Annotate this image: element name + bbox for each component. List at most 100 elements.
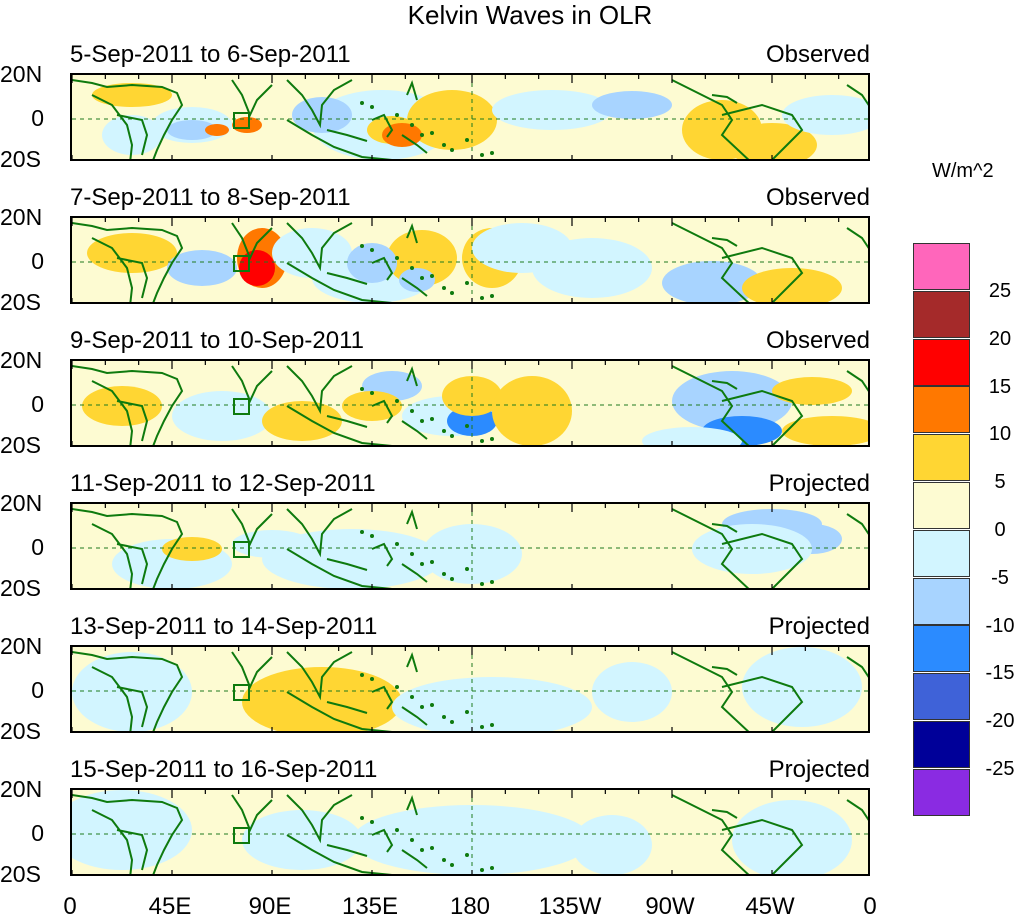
panel-date-label: 15-Sep-2011 to 16-Sep-2011: [70, 756, 378, 783]
coastline: [326, 844, 368, 857]
coastline: [286, 508, 353, 558]
reference-box: [233, 827, 250, 844]
island: [395, 685, 399, 689]
coastline: [326, 701, 368, 714]
olr-anomaly-contour: [742, 268, 842, 302]
reference-box: [233, 684, 250, 701]
coastline: [72, 508, 184, 588]
coastline: [721, 103, 804, 159]
island: [465, 281, 469, 285]
coastline: [72, 222, 184, 302]
panel-type-label: Projected: [768, 756, 870, 783]
olr-anomaly-contour: [92, 83, 172, 107]
olr-map: [72, 218, 868, 302]
olr-anomaly-contour: [407, 90, 497, 150]
coastline: [91, 94, 134, 159]
island: [430, 846, 434, 850]
island: [480, 725, 484, 729]
olr-anomaly-contour: [205, 124, 229, 136]
latitude-label: 0: [31, 105, 44, 131]
island: [465, 853, 469, 857]
coastline: [401, 420, 428, 440]
coastline: [91, 666, 134, 731]
longitude-label: 135E: [341, 893, 399, 920]
coastline: [286, 794, 353, 844]
panel-date-label: 11-Sep-2011 to 12-Sep-2011: [70, 470, 376, 497]
island: [465, 138, 469, 142]
island: [370, 820, 374, 824]
coastline: [371, 685, 394, 710]
coastline: [326, 272, 368, 285]
island: [442, 143, 446, 147]
longitude-label: 90W: [645, 893, 695, 920]
island: [395, 542, 399, 546]
latitude-label: 0: [31, 820, 44, 846]
olr-map-panel: [70, 645, 870, 733]
olr-map-panel: [70, 502, 870, 590]
island: [370, 677, 374, 681]
coastline: [72, 79, 184, 159]
island: [450, 434, 454, 438]
coastline: [401, 849, 428, 869]
island: [410, 123, 414, 127]
island: [450, 720, 454, 724]
olr-anomaly-contour: [232, 530, 312, 558]
coastline: [286, 222, 353, 272]
olr-anomaly-contour: [592, 91, 672, 119]
latitude-label: 20S: [0, 146, 41, 172]
island: [430, 417, 434, 421]
colorbar-swatch: [913, 577, 970, 625]
coastline: [91, 809, 134, 874]
island: [450, 577, 454, 581]
colorbar-units: W/m^2: [932, 160, 994, 182]
colorbar-label: 5: [994, 471, 1006, 494]
olr-anomaly-contour: [242, 810, 362, 870]
coastline: [401, 277, 428, 297]
longitude-label: 0: [863, 893, 877, 920]
coastline: [671, 651, 750, 731]
coastline: [721, 389, 804, 445]
latitude-label: 20N: [0, 61, 43, 87]
colorbar-label: -10: [985, 614, 1015, 637]
olr-anomaly-contour: [772, 377, 852, 405]
longitude-label: 90E: [248, 893, 292, 920]
coastline: [401, 706, 428, 726]
latitude-label: 20S: [0, 575, 41, 601]
coastline: [91, 237, 134, 302]
colorbar-swatch: [913, 721, 970, 768]
colorbar-label: -20: [985, 710, 1015, 733]
olr-map: [72, 75, 868, 159]
island: [410, 695, 414, 699]
island: [442, 715, 446, 719]
island: [360, 816, 364, 820]
island: [410, 552, 414, 556]
colorbar-swatch: [913, 243, 970, 290]
island: [490, 723, 494, 727]
island: [420, 562, 424, 566]
coastline: [721, 532, 804, 588]
coastline: [72, 365, 184, 445]
island: [430, 274, 434, 278]
colorbar-swatch: [913, 338, 970, 386]
coastline: [116, 400, 149, 442]
coastline: [326, 558, 368, 571]
olr-anomaly-contour: [167, 120, 217, 140]
island: [442, 286, 446, 290]
island: [360, 673, 364, 677]
panel-type-label: Projected: [768, 470, 870, 497]
island: [370, 534, 374, 538]
island: [420, 276, 424, 280]
olr-anomaly-contour: [72, 790, 192, 870]
island: [465, 567, 469, 571]
coastline: [91, 380, 134, 445]
figure-title: Kelvin Waves in OLR: [407, 0, 653, 30]
island: [360, 244, 364, 248]
island: [490, 151, 494, 155]
coastline: [116, 543, 149, 585]
colorbar-swatch: [913, 290, 970, 338]
island: [450, 291, 454, 295]
olr-anomaly-contour: [399, 268, 435, 292]
coastline: [116, 257, 149, 299]
panel-date-label: 13-Sep-2011 to 14-Sep-2011: [70, 613, 378, 640]
olr-anomaly-contour: [87, 233, 177, 273]
